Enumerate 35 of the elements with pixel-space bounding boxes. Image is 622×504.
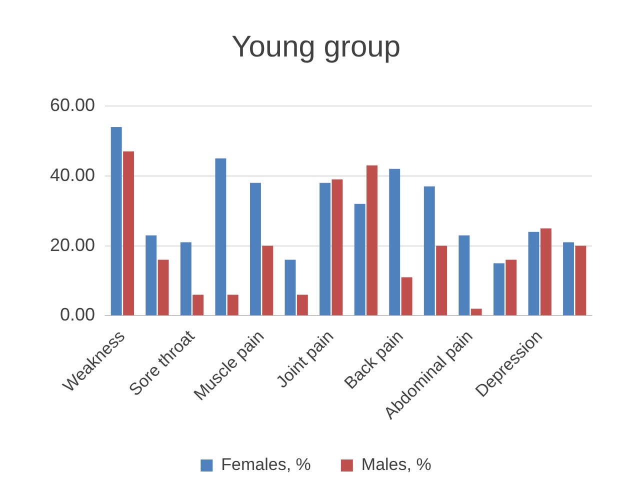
legend-label: Males, % [361, 455, 432, 474]
bar [215, 158, 226, 316]
bar [401, 277, 412, 316]
bar [158, 260, 169, 316]
bar [366, 165, 378, 316]
bar [180, 242, 192, 316]
bar [354, 204, 366, 316]
bar [296, 294, 308, 316]
bar [250, 182, 261, 316]
bar [262, 246, 274, 316]
bar [110, 126, 122, 316]
bar [575, 246, 586, 316]
bar [528, 232, 540, 316]
bar [146, 235, 157, 316]
y-tick-label: 40.00 [50, 164, 96, 185]
bar [227, 294, 238, 316]
bar [284, 260, 296, 316]
y-tick-label: 20.00 [50, 234, 96, 255]
bar [563, 242, 574, 316]
bar [506, 260, 517, 316]
bar [540, 228, 552, 316]
bar [389, 168, 400, 316]
bar [320, 182, 331, 316]
legend-label: Females, % [221, 455, 311, 474]
bar [470, 308, 482, 316]
bar [436, 246, 448, 316]
bar [458, 235, 470, 316]
bar [424, 186, 435, 316]
bar [493, 263, 504, 316]
bar [332, 179, 343, 316]
y-tick-label: 60.00 [50, 94, 96, 115]
y-tick-label: 0.00 [60, 304, 96, 325]
bar [192, 294, 204, 316]
bar [123, 151, 134, 316]
chart-title: Young group [231, 30, 401, 64]
